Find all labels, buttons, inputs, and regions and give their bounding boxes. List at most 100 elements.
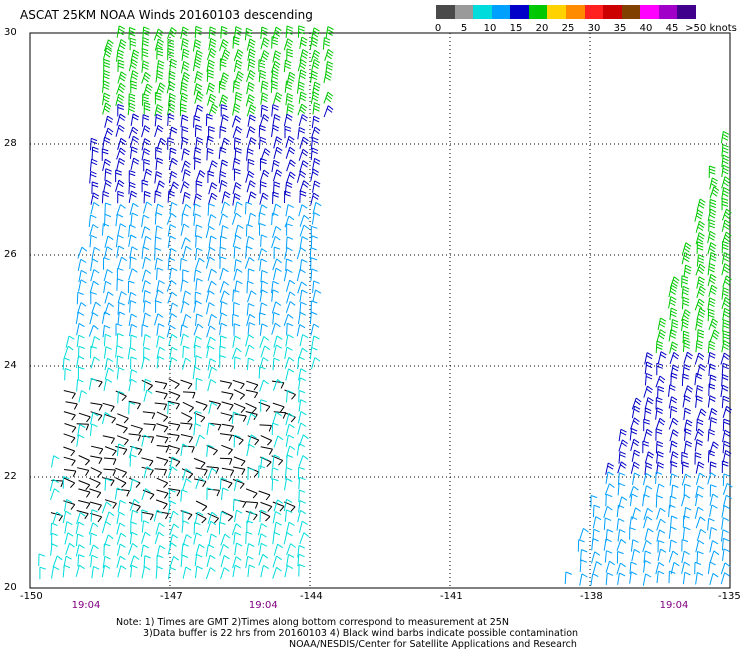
wind-barb bbox=[143, 466, 153, 479]
wind-barb bbox=[141, 531, 151, 544]
wind-barb bbox=[206, 487, 214, 500]
wind-barb bbox=[156, 267, 164, 280]
wind-barb bbox=[193, 323, 204, 336]
wind-barb bbox=[323, 105, 334, 118]
wind-barb bbox=[206, 135, 214, 148]
wind-barb bbox=[696, 408, 707, 421]
wind-barb bbox=[101, 311, 111, 324]
wind-barb bbox=[310, 192, 320, 205]
wind-barb bbox=[668, 296, 677, 309]
wind-barb bbox=[604, 483, 615, 496]
wind-barb bbox=[128, 378, 137, 392]
wind-barb bbox=[245, 555, 254, 569]
wind-barb bbox=[195, 136, 203, 150]
wind-barb bbox=[284, 466, 293, 480]
wind-barb bbox=[311, 59, 320, 72]
wind-barb bbox=[194, 355, 202, 368]
wind-barb bbox=[656, 507, 666, 520]
wind-barb bbox=[272, 531, 281, 545]
wind-barb bbox=[234, 509, 243, 523]
wind-barb bbox=[219, 235, 227, 249]
wind-barb bbox=[115, 234, 124, 248]
wind-barb bbox=[643, 407, 652, 421]
wind-barb bbox=[167, 38, 175, 52]
wind-barb bbox=[141, 324, 149, 337]
wind-barb bbox=[208, 235, 217, 249]
wind-barb bbox=[246, 313, 256, 327]
wind-barb bbox=[78, 412, 91, 423]
wind-barb bbox=[154, 113, 163, 127]
wind-barb bbox=[247, 435, 260, 446]
wind-barb bbox=[258, 124, 266, 138]
y-tick-label: 20 bbox=[4, 582, 17, 593]
wind-barb bbox=[193, 83, 203, 96]
wind-barb bbox=[247, 434, 257, 447]
wind-barb bbox=[75, 521, 85, 534]
wind-barb bbox=[129, 256, 137, 269]
wind-barb bbox=[696, 276, 705, 289]
wind-barb bbox=[579, 573, 588, 586]
wind-barb bbox=[130, 424, 143, 435]
wind-barb bbox=[694, 372, 703, 386]
wind-barb bbox=[683, 440, 693, 453]
wind-barb bbox=[258, 542, 268, 556]
wind-barb bbox=[232, 478, 245, 489]
wind-barb bbox=[298, 564, 306, 577]
wind-barb bbox=[166, 325, 176, 338]
wind-barb bbox=[156, 435, 169, 444]
wind-barb bbox=[258, 465, 266, 478]
wind-barb bbox=[283, 498, 293, 512]
wind-barb bbox=[114, 487, 123, 500]
wind-barb bbox=[285, 521, 295, 535]
wind-barb bbox=[221, 467, 235, 477]
wind-barb bbox=[102, 402, 115, 412]
wind-barb bbox=[696, 198, 706, 211]
wind-barb bbox=[50, 522, 58, 536]
wind-barb bbox=[208, 401, 218, 415]
wind-barb bbox=[286, 223, 293, 236]
wind-barb bbox=[605, 560, 615, 573]
wind-barb bbox=[193, 478, 207, 488]
wind-barb bbox=[233, 434, 241, 448]
wind-barb bbox=[102, 435, 115, 444]
wind-barb bbox=[285, 258, 293, 272]
wind-barb bbox=[194, 565, 203, 579]
wind-barb bbox=[707, 308, 715, 322]
wind-barb bbox=[682, 515, 690, 528]
wind-barb bbox=[167, 401, 175, 415]
wind-barb bbox=[233, 302, 240, 315]
wind-barb bbox=[629, 428, 638, 441]
wind-barb bbox=[193, 457, 206, 469]
wind-barb bbox=[683, 506, 692, 520]
wind-barb bbox=[90, 445, 104, 455]
wind-barb bbox=[283, 113, 293, 127]
wind-barb bbox=[206, 466, 220, 474]
wind-barb bbox=[218, 146, 227, 160]
wind-barb bbox=[669, 351, 680, 364]
y-tick-label: 30 bbox=[4, 27, 17, 38]
wind-barb bbox=[298, 390, 306, 403]
wind-barb bbox=[273, 435, 284, 448]
wind-barb bbox=[296, 443, 306, 456]
wind-barb bbox=[182, 478, 192, 491]
wind-barb bbox=[220, 533, 231, 546]
wind-barb bbox=[207, 379, 217, 392]
wind-barb bbox=[101, 521, 112, 534]
colorbar-swatch bbox=[491, 5, 511, 19]
wind-barb bbox=[116, 333, 124, 346]
wind-barb bbox=[694, 506, 704, 519]
wind-barb bbox=[694, 561, 702, 575]
wind-barb bbox=[90, 201, 100, 215]
wind-barb bbox=[722, 405, 732, 418]
wind-barb bbox=[208, 192, 218, 205]
wind-barb bbox=[310, 70, 318, 83]
wind-barb bbox=[260, 501, 273, 512]
wind-barb bbox=[130, 509, 139, 523]
wind-barb bbox=[129, 369, 138, 382]
wind-barb bbox=[208, 182, 218, 195]
wind-barb bbox=[130, 521, 138, 535]
wind-barb bbox=[644, 462, 653, 475]
wind-barb bbox=[273, 92, 283, 105]
wind-barb bbox=[257, 523, 267, 536]
wind-barb bbox=[89, 312, 99, 325]
